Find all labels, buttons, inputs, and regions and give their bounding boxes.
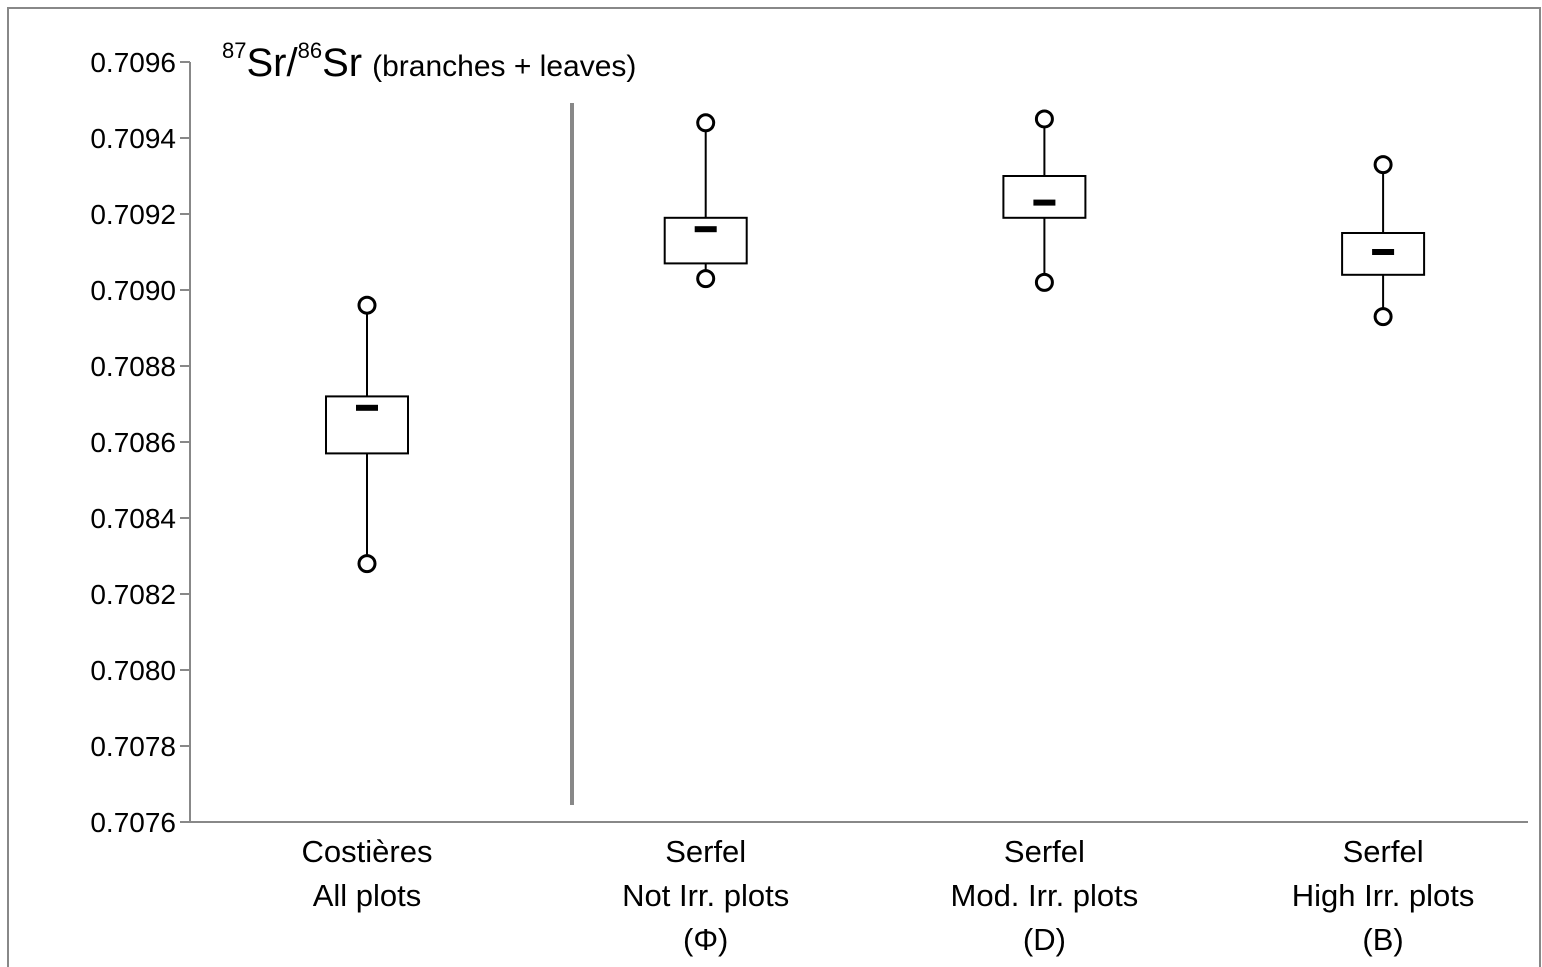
- x-tick-label: Serfel: [1004, 834, 1085, 869]
- y-tick-label: 0.7090: [90, 275, 176, 306]
- frame: [7, 7, 1541, 967]
- y-tick-label: 0.7096: [90, 47, 176, 78]
- outlier-min: [1034, 272, 1054, 292]
- y-tick-label: 0.7094: [90, 123, 176, 154]
- box: [663, 216, 748, 265]
- x-tick-label: Mod. Irr. plots: [951, 878, 1139, 913]
- x-tick-label: Serfel: [665, 834, 746, 869]
- x-tick-label: (Φ): [683, 922, 728, 957]
- x-tick-label: High Irr. plots: [1292, 878, 1475, 913]
- outlier-min: [696, 269, 716, 289]
- box: [1341, 232, 1426, 276]
- x-tick-label: Costières: [302, 834, 433, 869]
- y-tick-label: 0.7086: [90, 427, 176, 458]
- title-part: Sr: [322, 41, 362, 85]
- outlier-min: [1373, 307, 1393, 327]
- x-tick-label: (B): [1362, 922, 1403, 957]
- x-tick-label: All plots: [313, 878, 422, 913]
- outlier-max: [357, 295, 377, 315]
- x-tick-label: (D): [1023, 922, 1066, 957]
- x-tick-label: Serfel: [1343, 834, 1424, 869]
- outlier-max: [1034, 109, 1054, 129]
- title-sup: 87: [222, 38, 246, 63]
- outlier-max: [1373, 155, 1393, 175]
- median: [356, 404, 378, 411]
- box: [325, 395, 409, 455]
- box: [1002, 175, 1087, 219]
- y-tick-label: 0.7080: [90, 655, 176, 686]
- y-tick-label: 0.7078: [90, 731, 176, 762]
- title-part: Sr/: [246, 41, 298, 85]
- median: [694, 226, 717, 233]
- y-tick-label: 0.7088: [90, 351, 176, 382]
- median: [1372, 249, 1395, 255]
- outlier-max: [696, 113, 716, 133]
- y-tick-label: 0.7092: [90, 199, 176, 230]
- outlier-min: [357, 554, 377, 574]
- title-note: (branches + leaves): [372, 50, 636, 83]
- median: [1033, 199, 1056, 206]
- title-sup: 86: [298, 38, 322, 63]
- y-tick-label: 0.7082: [90, 579, 176, 610]
- y-tick-label: 0.7084: [90, 503, 176, 534]
- chart-title: 87Sr/86Sr (branches + leaves): [222, 38, 636, 85]
- x-tick-label: Not Irr. plots: [622, 878, 789, 913]
- y-tick-label: 0.7076: [90, 807, 176, 838]
